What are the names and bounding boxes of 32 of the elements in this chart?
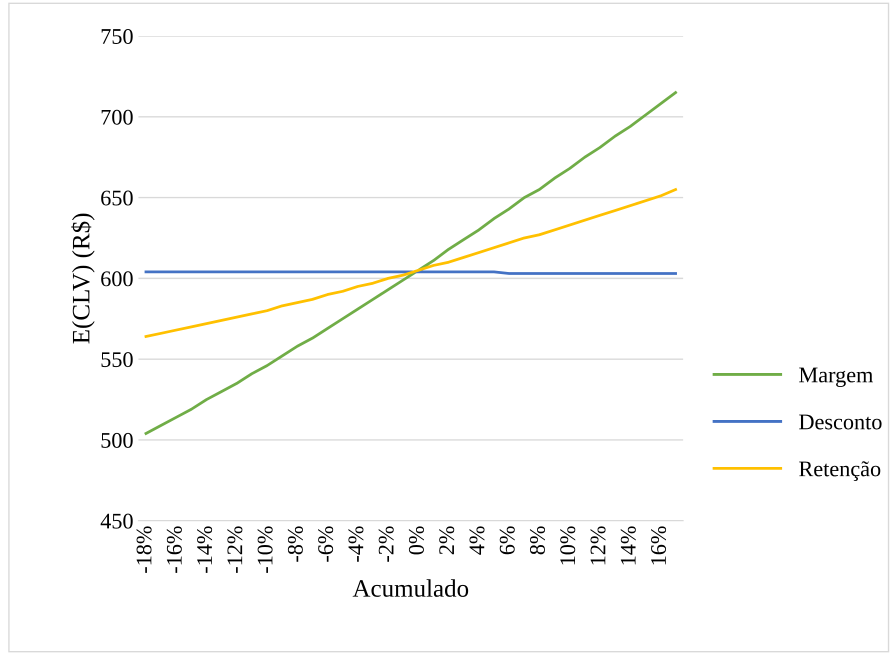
x-tick-label: -4% [348, 526, 364, 562]
line-series [144, 188, 677, 338]
y-tick-label: 500 [102, 432, 133, 448]
x-tick-label: -18% [136, 526, 152, 573]
y-tick-label: 650 [101, 190, 133, 206]
y-tick-label: 600 [101, 271, 133, 286]
x-tick-label: 14% [620, 526, 636, 564]
legend-label: Retenção [799, 461, 880, 481]
x-tick-label: 12% [590, 526, 606, 564]
x-tick-label: -6% [318, 526, 334, 562]
x-axis-title: Acumulado [352, 579, 468, 597]
x-tick-label: 0% [408, 526, 424, 554]
x-tick-label: 6% [500, 526, 515, 554]
x-tick-label: -14% [197, 526, 212, 573]
y-tick-label: 550 [102, 352, 133, 368]
x-tick-label: -10% [258, 526, 273, 573]
legend-label: Desconto [799, 414, 882, 430]
x-tick-label: 4% [469, 526, 485, 555]
x-tick-label: 2% [439, 526, 454, 554]
x-tick-label: -16% [166, 526, 182, 573]
line-series [144, 91, 677, 435]
x-tick-label: -8% [288, 526, 303, 562]
x-tick-label: 10% [560, 526, 576, 564]
x-tick-label: 8% [530, 526, 546, 554]
x-tick-label: -12% [227, 526, 242, 573]
x-tick-label: 16% [651, 526, 666, 564]
legend-label: Margem [799, 368, 874, 388]
y-tick-label: 450 [100, 514, 133, 529]
x-tick-label: -2% [378, 526, 394, 562]
y-tick-label: 700 [102, 110, 133, 125]
y-tick-label: 750 [102, 28, 133, 44]
y-axis-title: E(CLV) (R$) [71, 214, 95, 344]
